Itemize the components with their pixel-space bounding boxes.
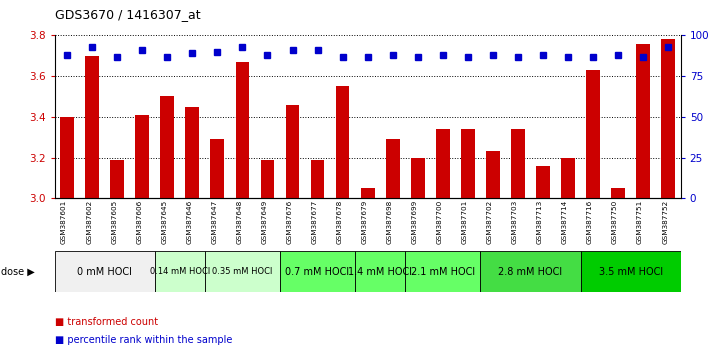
Bar bbox=[236, 62, 249, 198]
Bar bbox=[511, 129, 525, 198]
Bar bbox=[636, 44, 650, 198]
Text: GSM387703: GSM387703 bbox=[512, 200, 518, 244]
Text: 0.7 mM HOCl: 0.7 mM HOCl bbox=[285, 267, 349, 277]
Bar bbox=[436, 129, 450, 198]
Text: GSM387678: GSM387678 bbox=[336, 200, 343, 244]
Bar bbox=[561, 158, 575, 198]
Text: 0.14 mM HOCl: 0.14 mM HOCl bbox=[150, 267, 210, 276]
Text: GSM387716: GSM387716 bbox=[587, 200, 593, 244]
Text: 2.8 mM HOCl: 2.8 mM HOCl bbox=[499, 267, 563, 277]
Text: dose ▶: dose ▶ bbox=[1, 267, 35, 277]
Bar bbox=[186, 107, 199, 198]
Text: 2.1 mM HOCl: 2.1 mM HOCl bbox=[411, 267, 475, 277]
Text: 0 mM HOCl: 0 mM HOCl bbox=[77, 267, 132, 277]
Bar bbox=[160, 97, 174, 198]
Bar bbox=[661, 40, 675, 198]
Bar bbox=[210, 139, 224, 198]
Text: GSM387702: GSM387702 bbox=[487, 200, 493, 244]
Text: ■ percentile rank within the sample: ■ percentile rank within the sample bbox=[55, 335, 232, 345]
Bar bbox=[205, 251, 280, 292]
Text: GSM387676: GSM387676 bbox=[287, 200, 293, 244]
Text: 0.35 mM HOCl: 0.35 mM HOCl bbox=[213, 267, 272, 276]
Bar bbox=[405, 251, 480, 292]
Bar bbox=[336, 86, 349, 198]
Text: GSM387713: GSM387713 bbox=[537, 200, 543, 244]
Text: GSM387601: GSM387601 bbox=[61, 200, 67, 244]
Bar bbox=[155, 251, 205, 292]
Bar bbox=[261, 160, 274, 198]
Bar bbox=[411, 158, 424, 198]
Text: GSM387646: GSM387646 bbox=[186, 200, 192, 244]
Text: GSM387605: GSM387605 bbox=[111, 200, 117, 244]
Bar bbox=[355, 251, 405, 292]
Text: GSM387750: GSM387750 bbox=[612, 200, 618, 244]
Text: GSM387648: GSM387648 bbox=[237, 200, 242, 244]
Bar bbox=[580, 251, 681, 292]
Text: GSM387698: GSM387698 bbox=[387, 200, 392, 244]
Bar bbox=[386, 139, 400, 198]
Bar bbox=[536, 166, 550, 198]
Text: ■ transformed count: ■ transformed count bbox=[55, 317, 158, 327]
Bar bbox=[461, 129, 475, 198]
Text: GSM387701: GSM387701 bbox=[462, 200, 468, 244]
Text: GSM387679: GSM387679 bbox=[362, 200, 368, 244]
Bar bbox=[111, 160, 124, 198]
Text: GSM387602: GSM387602 bbox=[86, 200, 92, 244]
Bar bbox=[60, 117, 74, 198]
Text: GSM387714: GSM387714 bbox=[562, 200, 568, 244]
Text: GSM387645: GSM387645 bbox=[162, 200, 167, 244]
Text: GSM387647: GSM387647 bbox=[211, 200, 218, 244]
Text: 1.4 mM HOCl: 1.4 mM HOCl bbox=[348, 267, 412, 277]
Text: 3.5 mM HOCl: 3.5 mM HOCl bbox=[598, 267, 662, 277]
Bar bbox=[285, 105, 299, 198]
Text: GSM387649: GSM387649 bbox=[261, 200, 267, 244]
Bar bbox=[586, 70, 600, 198]
Bar bbox=[55, 251, 155, 292]
Bar bbox=[311, 160, 325, 198]
Bar bbox=[85, 56, 99, 198]
Bar bbox=[612, 188, 625, 198]
Text: GSM387677: GSM387677 bbox=[312, 200, 317, 244]
Text: GDS3670 / 1416307_at: GDS3670 / 1416307_at bbox=[55, 8, 200, 21]
Text: GSM387606: GSM387606 bbox=[136, 200, 142, 244]
Bar bbox=[135, 115, 149, 198]
Bar bbox=[361, 188, 374, 198]
Text: GSM387751: GSM387751 bbox=[637, 200, 643, 244]
Bar bbox=[486, 152, 499, 198]
Text: GSM387700: GSM387700 bbox=[437, 200, 443, 244]
Bar bbox=[480, 251, 580, 292]
Text: GSM387699: GSM387699 bbox=[412, 200, 418, 244]
Bar bbox=[280, 251, 355, 292]
Text: GSM387752: GSM387752 bbox=[662, 200, 668, 244]
